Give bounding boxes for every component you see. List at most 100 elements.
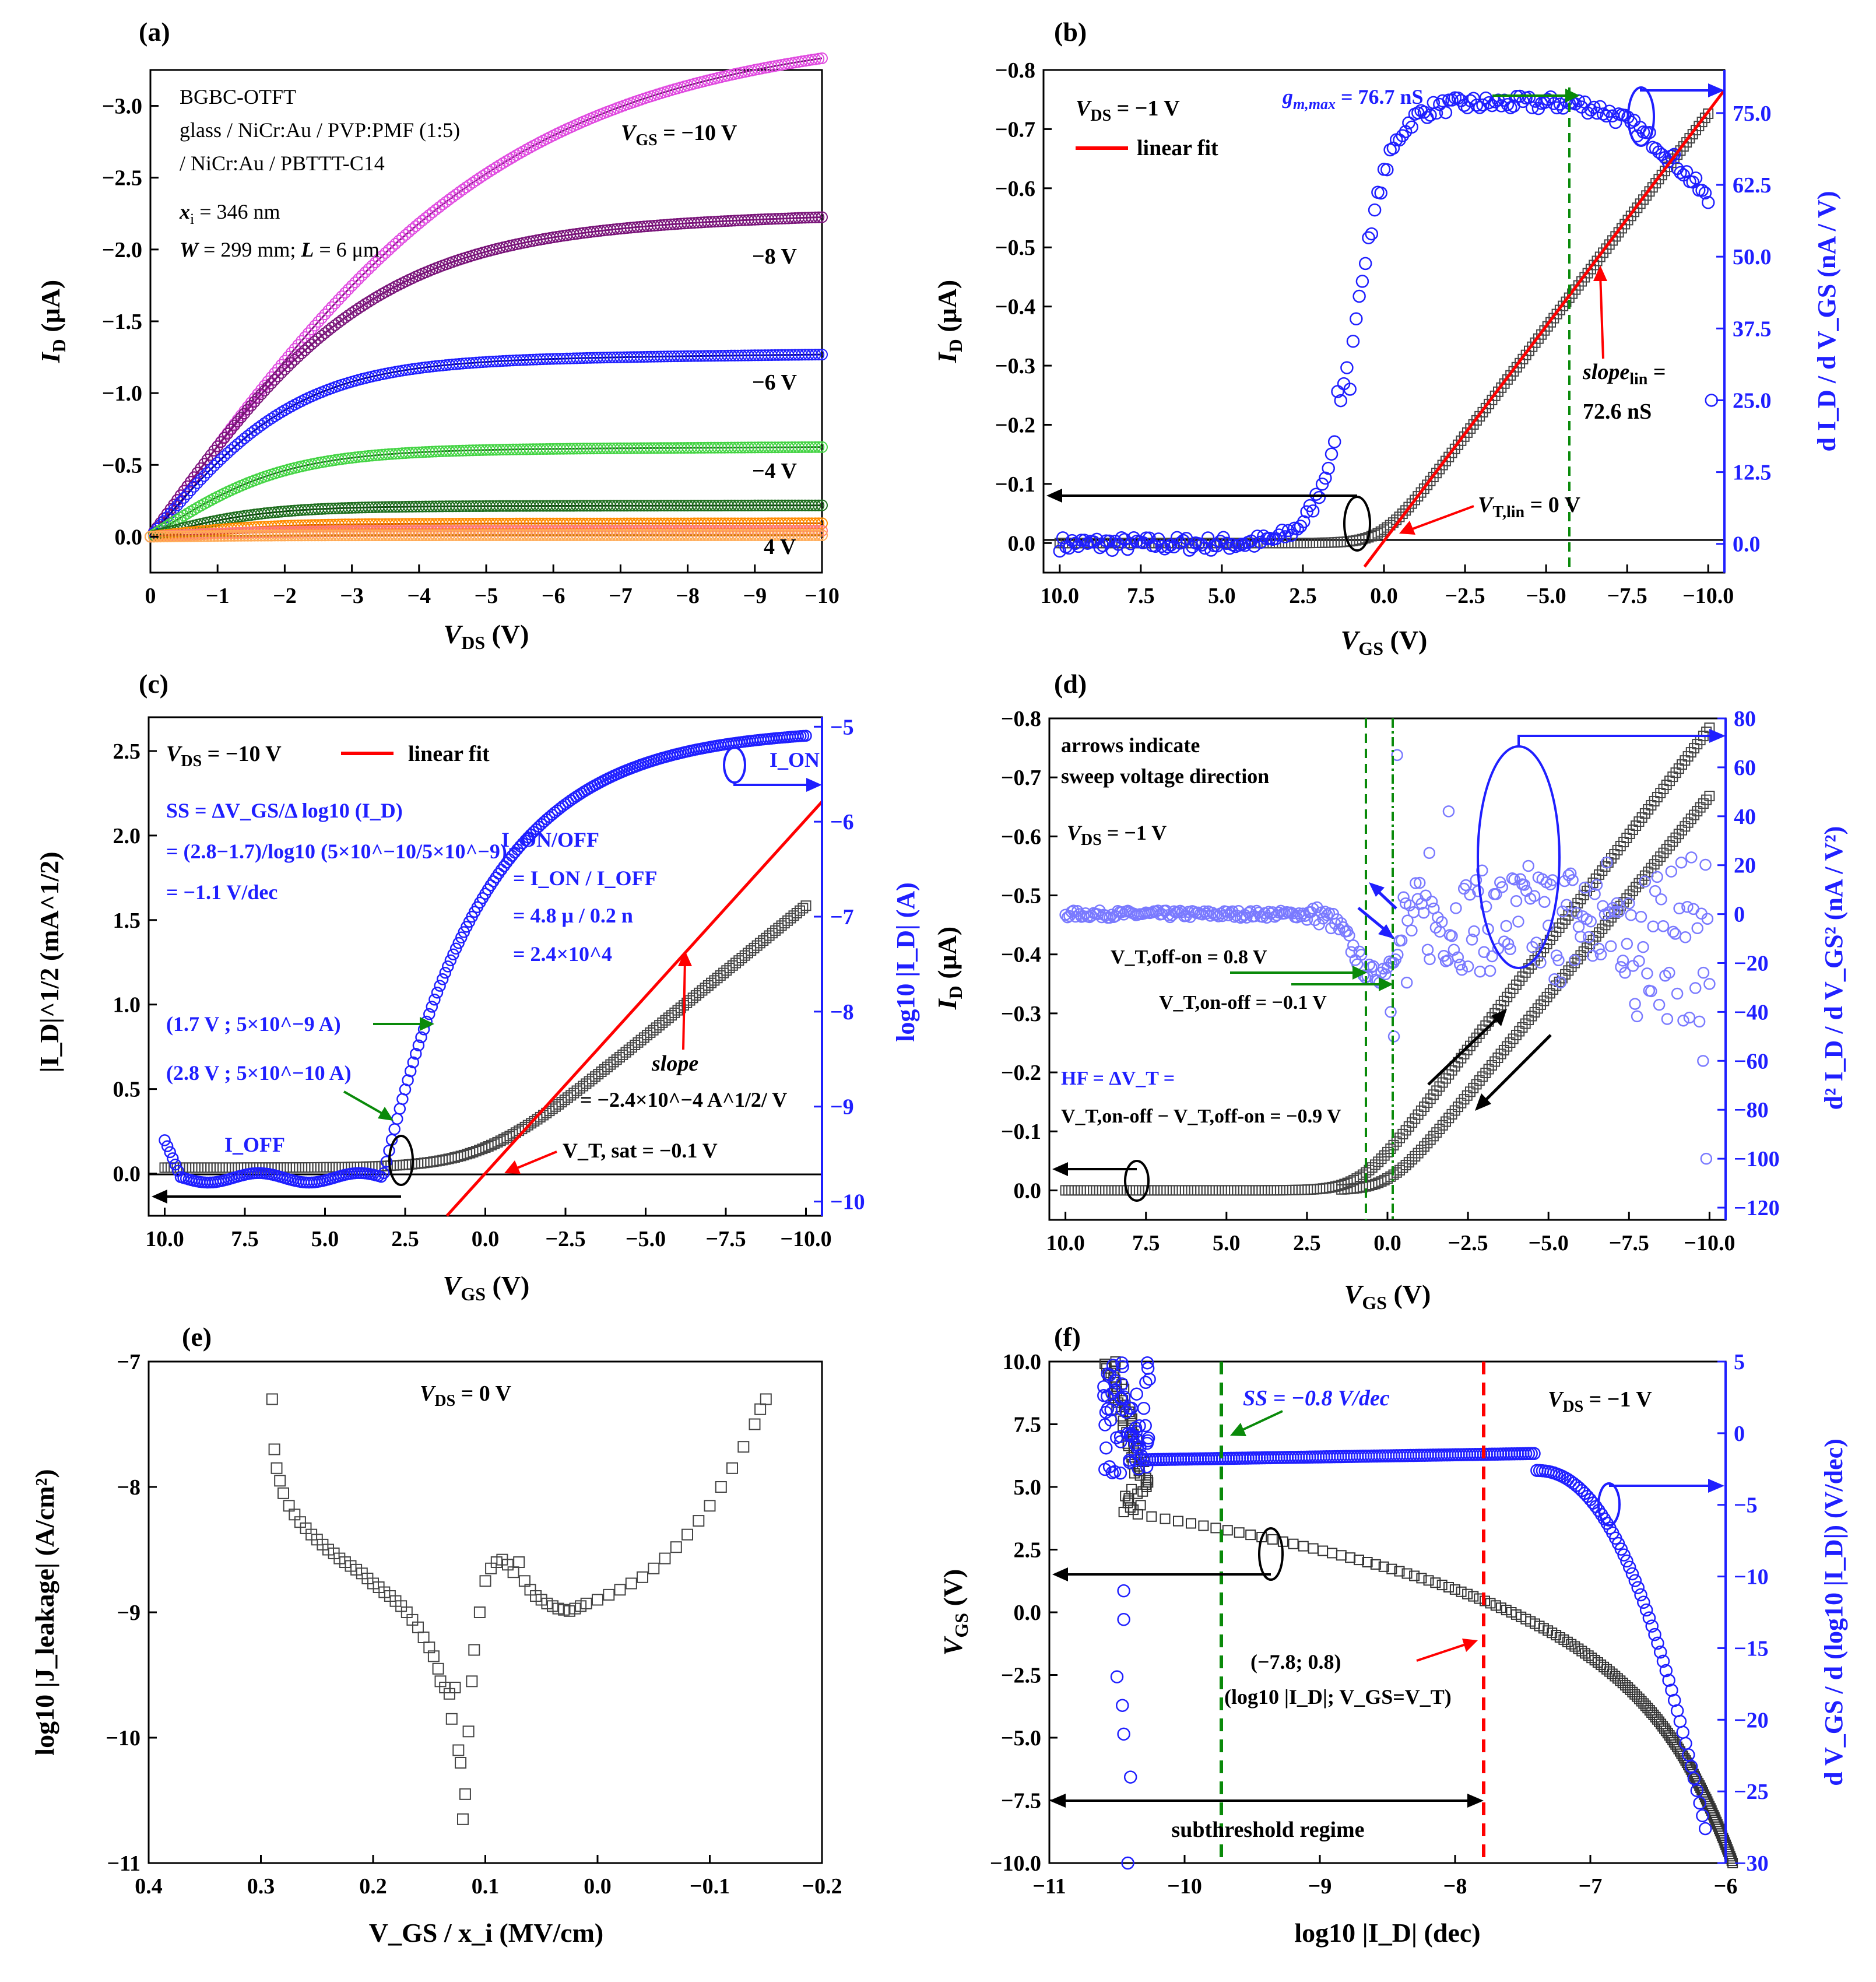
y-tick-label: −0.7 (1001, 766, 1041, 790)
gm-point (1476, 98, 1489, 112)
d2-point (1585, 915, 1597, 928)
output-curve-point (296, 348, 308, 360)
vgs-point (1210, 1523, 1221, 1534)
id-point (1440, 455, 1451, 466)
output-curve-point (809, 211, 821, 223)
leakage-point (427, 1650, 440, 1662)
output-curve-point (356, 269, 368, 282)
leakage-point (462, 1725, 475, 1738)
d2-point (1561, 899, 1573, 911)
y2-tick-label: 0.0 (1733, 532, 1761, 557)
output-curve-point (473, 172, 486, 184)
output-curve-point (389, 238, 402, 250)
sqrt-id-point (324, 1162, 335, 1173)
d2-point (1474, 965, 1487, 978)
y2-tick-label: 75.0 (1733, 101, 1772, 126)
output-curve-point (188, 480, 200, 493)
d2-point (1466, 934, 1478, 946)
ss-point (1696, 1809, 1709, 1823)
x-tick-label: −6 (1714, 1874, 1738, 1899)
id-backward-point (1631, 882, 1642, 893)
panel-f-label: (f) (1054, 1322, 1081, 1352)
leakage-point (270, 1462, 283, 1474)
vds-label: VDS = −1 V (1076, 96, 1180, 125)
x-tick-label: −2.5 (545, 1227, 585, 1251)
id-backward-point (1704, 791, 1715, 802)
gm-point (1550, 101, 1564, 115)
d2-point (1701, 913, 1714, 925)
id-backward-point (1627, 885, 1638, 896)
panel-a-ylabel: ID (μA) (36, 280, 69, 363)
id-backward-point (1695, 802, 1706, 813)
vgs-point (1336, 1550, 1347, 1561)
d2-point (1649, 885, 1661, 897)
ss-formula-1: SS = ΔV_GS/Δ log10 (I_D) (166, 799, 403, 822)
legend-linear-fit: linear fit (1137, 136, 1218, 160)
x-tick-label: −1 (206, 584, 230, 608)
id-forward-point (1235, 1185, 1246, 1196)
y-tick-label: −0.2 (1001, 1061, 1041, 1085)
panel-f: (f) −11 −10 −9 −8 −7 −6 −10.0 −7.5 −5.0 −2.5 0.0 2.… (938, 1322, 1848, 1948)
output-curve-point (369, 257, 381, 269)
vgs-point (1186, 1518, 1196, 1529)
y2-tick-label: −9 (830, 1095, 854, 1120)
id-backward-point (1511, 1030, 1522, 1040)
sqrt-id-point (196, 1162, 207, 1173)
vgs-point (1137, 1486, 1148, 1497)
output-curve-point (212, 440, 224, 452)
d2-point (1435, 915, 1448, 928)
id-forward-point (1394, 1132, 1405, 1143)
id-backward-point (1382, 1173, 1393, 1184)
d2-point (1677, 1014, 1689, 1027)
x-tick-label: −9 (1308, 1874, 1332, 1899)
pt2-arrow-head (378, 1107, 394, 1121)
sqrt-id-point (223, 1162, 234, 1173)
d2-point (1423, 847, 1436, 859)
x-tick-label: −8 (1443, 1874, 1467, 1899)
d2-point (1083, 911, 1096, 924)
panel-b-ylabel: ID (μA) (932, 280, 966, 363)
output-curve-point (245, 399, 257, 412)
x-tick-label: 0 (145, 584, 156, 608)
d2-point (1343, 929, 1355, 942)
y-tick-label: −0.1 (995, 472, 1035, 497)
id-forward-point (1094, 1185, 1105, 1196)
id-backward-point (1536, 999, 1546, 1010)
id-backward-point (1578, 946, 1589, 957)
vds-label: VDS = 0 V (420, 1381, 512, 1410)
id-forward-point (1201, 1185, 1212, 1196)
gm-point (1698, 186, 1712, 200)
output-curve-point (205, 463, 217, 475)
output-curve-point (174, 511, 187, 524)
id-backward-point (1661, 844, 1672, 855)
panel-c-xlabel: VGS (V) (443, 1271, 530, 1304)
x-tick-label: 0.4 (135, 1874, 163, 1899)
vgs-point (1490, 1600, 1501, 1611)
d2-point (1522, 860, 1534, 872)
sqrt-id-point (315, 1162, 326, 1173)
ss-point (1642, 1611, 1656, 1625)
gm-point (1584, 103, 1598, 117)
id-backward-point (1594, 927, 1604, 938)
d2-point (1321, 909, 1333, 921)
id-point (1418, 483, 1429, 494)
gm-point (1312, 490, 1326, 504)
d2-point (1406, 924, 1418, 937)
hf-line-1: HF = ΔV_T = (1061, 1068, 1175, 1089)
ss-arrow-head (1230, 1423, 1246, 1436)
id-forward-point (1109, 1185, 1120, 1196)
d2-point (1413, 876, 1426, 889)
ss-point (1115, 1377, 1129, 1391)
vt-on-off-arrow-head (1379, 977, 1393, 991)
ss-point (1123, 1453, 1136, 1467)
vt-arrow-head (1399, 521, 1415, 535)
sqrt-id-point (290, 1162, 301, 1173)
channel-dims: W = 299 mm; L = 6 μm (180, 238, 380, 261)
vgs-point (1245, 1530, 1256, 1541)
id-forward-point (1078, 1185, 1090, 1196)
slope-lin-value: 72.6 nS (1583, 399, 1652, 424)
d2-point (1641, 967, 1653, 980)
gm-point (1362, 231, 1375, 244)
id-forward-point (1127, 1185, 1139, 1196)
id-forward-point (1281, 1185, 1292, 1196)
